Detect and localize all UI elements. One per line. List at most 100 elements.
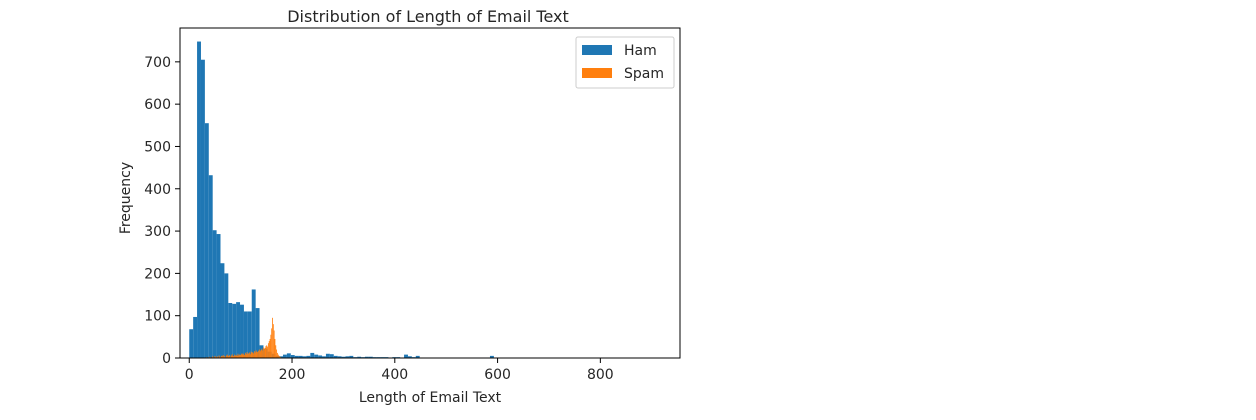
spam-bar [274, 338, 276, 358]
spam-bar [269, 338, 271, 358]
spam-bar [235, 355, 236, 358]
ham-bar [364, 356, 369, 358]
ham-bar [298, 355, 303, 358]
spam-bar [243, 353, 245, 358]
x-axis-ticks: 0 200 400 600 800 [185, 358, 614, 383]
ham-bar [415, 355, 420, 358]
spam-bar [226, 355, 227, 358]
ham-bar [247, 311, 252, 358]
spam-bar [247, 353, 249, 358]
spam-bar [237, 353, 239, 358]
spam-bar [215, 356, 217, 358]
spam-bar [233, 356, 235, 358]
spam-bar [253, 353, 254, 358]
spam-bar [230, 355, 232, 358]
spam-bar [249, 352, 250, 358]
y-tick-label: 400 [144, 182, 171, 198]
spam-bar [232, 355, 234, 358]
spam-bar [262, 350, 264, 358]
spam-bar [231, 354, 233, 358]
spam-bar [221, 356, 223, 358]
spam-bar [261, 348, 263, 358]
spam-bar [268, 341, 270, 358]
spam-bar [239, 354, 241, 358]
spam-bar [223, 356, 225, 358]
ham-bar [200, 59, 205, 358]
plot-frame [179, 27, 681, 359]
spam-bar [240, 355, 241, 358]
spam-bar [226, 354, 228, 358]
spam-bar [219, 356, 221, 358]
spam-bar [245, 354, 247, 358]
spam-bar [221, 355, 222, 358]
spam-bar [222, 355, 224, 358]
spam-bar [271, 328, 273, 358]
spam-bar [214, 355, 216, 358]
spam-bar [276, 349, 278, 358]
spam-bar [208, 356, 210, 358]
ham-bar [318, 355, 323, 358]
ham-bar [341, 356, 346, 358]
spam-bar [265, 346, 267, 358]
legend-label-ham: Ham [624, 43, 657, 59]
spam-bar [272, 324, 274, 358]
ham-bar [224, 273, 229, 358]
spam-bar [273, 330, 275, 358]
spam-bar [244, 352, 246, 358]
x-axis-label: Length of Email Text [359, 390, 502, 406]
spam-bar [238, 355, 240, 358]
legend: Ham Spam [575, 36, 675, 89]
spam-bar [279, 356, 281, 358]
spam-bar [257, 352, 259, 358]
spam-bar [256, 351, 258, 358]
ham-bar [294, 355, 299, 358]
spam-bar [230, 356, 231, 358]
ham-bar [197, 41, 201, 358]
spam-bar [258, 350, 259, 358]
ham-bar [286, 353, 291, 358]
ham-bar [345, 356, 350, 358]
ham-bar [216, 234, 221, 358]
spam-bar [224, 355, 226, 358]
legend-label-spam: Spam [624, 66, 664, 82]
x-tick-label: 400 [381, 367, 408, 383]
ham-bar [220, 263, 225, 358]
spam-bar [252, 352, 254, 358]
y-axis-label: Frequency [118, 162, 134, 234]
spam-bar [259, 351, 261, 358]
ham-bar [489, 355, 494, 358]
spam-bar [270, 334, 272, 358]
ham-bar [407, 356, 412, 358]
ham-bar [314, 354, 319, 358]
spam-bar [236, 355, 238, 358]
spam-bar [258, 349, 260, 358]
ham-bar [337, 356, 342, 358]
ham-bar [240, 304, 244, 358]
ham-bar [306, 355, 311, 358]
ham-bar [204, 123, 209, 358]
spam-bar [267, 346, 268, 358]
ham-bar [349, 355, 354, 358]
y-tick-label: 0 [162, 351, 171, 367]
spam-bar [267, 343, 269, 358]
spam-bar [228, 355, 230, 358]
spam-bar [254, 352, 256, 358]
ham-bar [251, 289, 256, 358]
spam-bar [264, 347, 266, 358]
chart-title: Distribution of Length of Email Text [287, 7, 569, 26]
ham-bar [189, 329, 194, 358]
ham-bar [208, 175, 213, 358]
spam-bar [218, 355, 220, 358]
ham-bar [302, 356, 307, 358]
x-tick-label: 800 [587, 367, 614, 383]
spam-bars [204, 317, 283, 358]
y-tick-label: 200 [144, 266, 171, 282]
ham-bar [193, 316, 198, 358]
spam-bar [241, 353, 243, 358]
x-tick-label: 200 [279, 367, 306, 383]
spam-bar [248, 353, 250, 358]
ham-bar [228, 303, 233, 358]
y-tick-label: 100 [144, 309, 171, 325]
ham-bar [357, 356, 362, 358]
